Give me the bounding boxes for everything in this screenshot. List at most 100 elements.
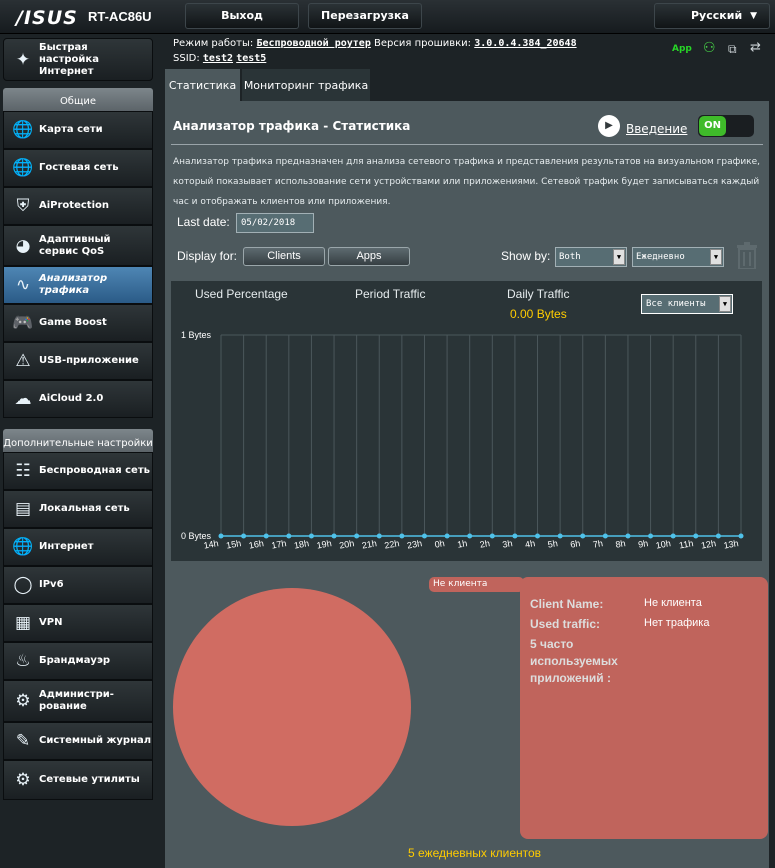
client-name-value: Не клиента: [644, 597, 702, 609]
tools-icon: ⚙: [15, 770, 31, 790]
last-date-input[interactable]: 05/02/2018: [236, 213, 314, 233]
show-by-select[interactable]: Both ▼: [555, 247, 627, 267]
ssid-line: SSID: test2 test5: [173, 53, 266, 64]
sidebar-item-label: Брандмауэр: [39, 655, 111, 666]
sidebar-item-system-log[interactable]: ✎ Системный журнал: [3, 722, 153, 760]
apps-button[interactable]: Apps: [328, 247, 410, 266]
x-tick-label: 19h: [316, 538, 333, 550]
sidebar-item-lan[interactable]: ▤ Локальная сеть: [3, 490, 153, 528]
sidebar-item-firewall[interactable]: ♨ Брандмауэр: [3, 642, 153, 680]
sidebar-item-label: Локальная сеть: [39, 503, 130, 514]
intro-link[interactable]: Введение: [626, 122, 688, 136]
sidebar-item-label: IPv6: [39, 579, 64, 590]
show-by-label: Show by:: [501, 249, 551, 263]
period-select[interactable]: Ежедневно ▼: [632, 247, 724, 267]
mode-value-link[interactable]: Беспроводной роутер: [256, 38, 371, 49]
x-tick-label: 10h: [655, 538, 672, 550]
qos-gauge-icon: ◕: [15, 235, 31, 256]
sidebar-item-game-boost[interactable]: 🎮 Game Boost: [3, 304, 153, 342]
sidebar-item-usb[interactable]: ⚠ USB-приложение: [3, 342, 153, 380]
sidebar-item-label: Game Boost: [39, 317, 107, 328]
data-point: [354, 533, 360, 539]
client-select[interactable]: Все клиенты ▼: [641, 294, 733, 314]
last-date-label: Last date:: [177, 215, 230, 229]
asus-logo: /ISUS: [16, 7, 78, 29]
reboot-button[interactable]: Перезагрузка: [308, 3, 422, 29]
sidebar-quick-setup[interactable]: ✦ Быстрая настройка Интернет: [3, 38, 153, 81]
sidebar-item-label: Сетевые утилиты: [39, 774, 140, 785]
sidebar-item-aicloud[interactable]: ☁ AiCloud 2.0: [3, 380, 153, 418]
network-map-icon: 🌐: [12, 120, 34, 140]
data-point: [489, 533, 495, 539]
log-icon: ✎: [15, 731, 31, 751]
shield-icon: ⛨: [16, 196, 30, 216]
section-header-general: Общие: [3, 88, 153, 111]
legend-tag-non-client[interactable]: Не клиента: [429, 577, 524, 592]
fw-label: Версия прошивки:: [374, 38, 472, 49]
data-point: [625, 533, 631, 539]
x-tick-label: 11h: [678, 538, 694, 550]
x-tick-label: 23h: [406, 538, 423, 550]
top-apps-label: 5 часто используемых приложений :: [530, 637, 618, 685]
traffic-chart-box: [171, 281, 762, 561]
pie-slice-non-client[interactable]: [173, 588, 411, 826]
sidebar-item-network-map[interactable]: 🌐 Карта сети: [3, 111, 153, 149]
sidebar-item-label: Гостевая сеть: [39, 162, 119, 173]
title-divider: [171, 144, 763, 145]
sidebar-item-label: Интернет: [39, 541, 94, 552]
daily-clients-label: 5 ежедневных клиентов: [408, 846, 542, 860]
ssid-link-1[interactable]: test2: [202, 53, 234, 64]
sidebar-item-vpn[interactable]: ▦ VPN: [3, 604, 153, 642]
usb-status-icon[interactable]: ⧉: [728, 42, 737, 56]
top-bar: /ISUS RT-AC86U Выход Перезагрузка Русски…: [0, 0, 775, 34]
traffic-analyzer-icon: ∿: [15, 275, 31, 295]
play-video-icon[interactable]: ▶: [598, 115, 620, 137]
language-select[interactable]: Русский ▼: [654, 3, 770, 29]
period-value: Ежедневно: [636, 252, 685, 262]
x-tick-label: 3h: [502, 538, 514, 550]
logout-button[interactable]: Выход: [185, 3, 299, 29]
period-traffic-label: Period Traffic: [355, 287, 426, 301]
network-status-icon[interactable]: ⇄: [750, 40, 761, 55]
sidebar-item-traffic-analyzer[interactable]: ∿ Анализатор трафика: [3, 266, 153, 304]
fw-value-link[interactable]: 3.0.0.4.384_20648: [474, 38, 577, 49]
display-for-label: Display for:: [177, 249, 238, 263]
user-icon[interactable]: ⚇: [703, 40, 716, 56]
x-tick-label: 8h: [615, 538, 627, 550]
traffic-analyzer-toggle[interactable]: ON: [698, 115, 754, 137]
sidebar-item-network-tools[interactable]: ⚙ Сетевые утилиты: [3, 760, 153, 800]
sidebar-item-administration[interactable]: ⚙ Администри-рование: [3, 680, 153, 722]
data-point: [444, 533, 450, 539]
data-point: [241, 533, 247, 539]
sidebar-item-label: Карта сети: [39, 124, 103, 135]
data-point: [648, 533, 654, 539]
usb-icon: ⚠: [15, 351, 31, 371]
trash-icon[interactable]: [736, 242, 758, 269]
mode-label: Режим работы:: [173, 38, 254, 49]
x-tick-label: 18h: [293, 538, 310, 550]
daily-traffic-value: 0.00 Bytes: [510, 307, 567, 321]
language-label: Русский: [691, 9, 743, 22]
y-tick-label: 1 Bytes: [181, 330, 212, 340]
data-point: [557, 533, 563, 539]
sidebar-item-aiprotection[interactable]: ⛨ AiProtection: [3, 187, 153, 225]
x-tick-label: 15h: [225, 538, 242, 550]
x-tick-label: 21h: [361, 538, 378, 550]
tab-traffic-monitor[interactable]: Мониторинг трафика: [242, 69, 370, 102]
tab-statistics[interactable]: Статистика: [165, 69, 240, 102]
sidebar-item-qos[interactable]: ◕ Адаптивный сервис QoS: [3, 225, 153, 266]
sidebar-item-ipv6[interactable]: ◯ IPv6: [3, 566, 153, 604]
sidebar-item-internet[interactable]: 🌐 Интернет: [3, 528, 153, 566]
sidebar-item-guest-network[interactable]: 🌐 Гостевая сеть: [3, 149, 153, 187]
ssid-link-2[interactable]: test5: [236, 53, 267, 64]
data-point: [308, 533, 314, 539]
app-link[interactable]: App: [672, 44, 692, 54]
clients-button[interactable]: Clients: [243, 247, 325, 266]
x-tick-label: 7h: [592, 538, 604, 550]
x-tick-label: 12h: [700, 538, 717, 550]
status-line: Режим работы: Беспроводной роутер Версия…: [173, 38, 577, 49]
gamepad-icon: 🎮: [12, 313, 34, 333]
sidebar-item-label: VPN: [39, 617, 63, 628]
sidebar-item-wireless[interactable]: ☷ Беспроводная сеть: [3, 452, 153, 490]
x-tick-label: 4h: [524, 538, 536, 550]
